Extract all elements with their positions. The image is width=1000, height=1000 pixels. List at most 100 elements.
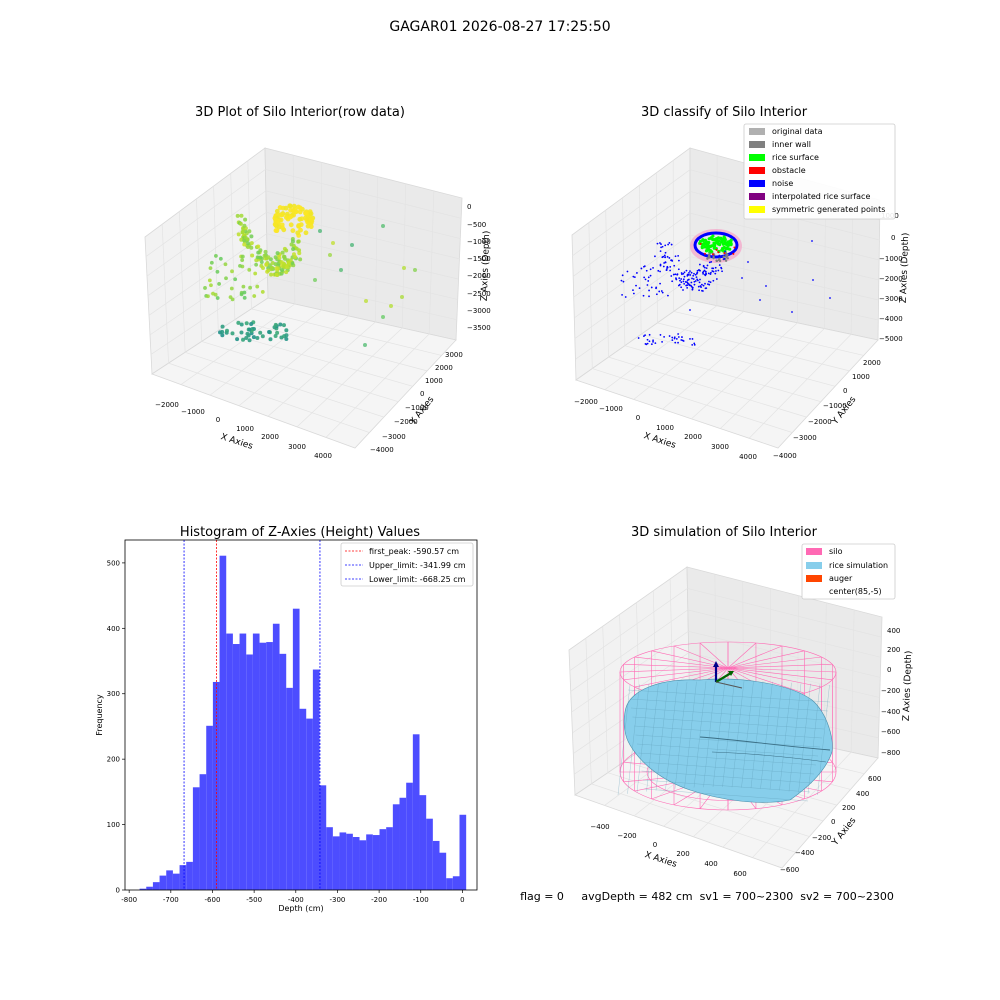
cls-xtick-3: 1000 <box>656 424 674 432</box>
rice-mesh-line <box>674 681 688 789</box>
hist-bar <box>299 708 307 890</box>
cls-obstacle-point <box>717 251 720 254</box>
legend-noise: noise <box>772 179 793 188</box>
raw-point <box>242 290 247 295</box>
sim-ztick-2: 0 <box>887 666 891 674</box>
sim-xtick-0: −400 <box>590 823 609 831</box>
cls-noise-point <box>621 274 624 277</box>
pane-gridline <box>247 160 252 309</box>
hist-bar <box>272 623 280 890</box>
cls-noise-point <box>673 336 676 339</box>
raw-point <box>264 262 269 267</box>
sim-y-ticks: −600 −400 −200 0 200 400 600 <box>780 775 881 874</box>
raw-point <box>240 254 245 259</box>
raw-point <box>249 322 254 327</box>
raw-ztick-1: −500 <box>467 221 486 229</box>
raw-point <box>287 203 293 209</box>
hist-ytick-label: 500 <box>107 559 120 567</box>
hist-bar <box>259 642 267 890</box>
raw-point <box>215 296 220 300</box>
raw-point <box>239 292 244 297</box>
cls-rice-point <box>723 240 727 245</box>
cls-noise-point <box>693 342 696 345</box>
cls-noise-point <box>667 243 670 246</box>
raw-ytick-3: −1000 <box>405 404 429 412</box>
rice-mesh-line <box>617 684 631 796</box>
cls-noise-point <box>646 338 649 341</box>
cls-noise-point <box>674 341 677 344</box>
cls-noise-point <box>715 270 717 272</box>
cls-ytick-2: −2000 <box>808 418 832 426</box>
pane-gridline <box>574 234 691 319</box>
sim-xtick-3: 200 <box>676 850 689 858</box>
cls-rice-point <box>701 238 705 243</box>
raw-point <box>297 248 302 253</box>
cls-wall-point <box>717 258 721 262</box>
legend-swatch-auger <box>806 575 822 582</box>
raw-point <box>246 244 251 249</box>
raw-point <box>242 242 247 247</box>
raw-ztick-3: −1500 <box>467 255 491 263</box>
cls-noise-point <box>696 278 699 281</box>
sim-zlabel: Z Axies (Depth) <box>902 651 914 722</box>
legend-swatch-rice-surface <box>749 154 765 161</box>
legend-swatch-obstacle <box>749 167 765 174</box>
raw-point <box>242 295 247 300</box>
cls-wall-point <box>724 252 728 255</box>
rice-mesh-line <box>627 684 640 794</box>
raw-point <box>246 241 251 246</box>
hist-xtick-label: -700 <box>163 896 179 904</box>
cls-noise-point <box>621 293 623 296</box>
cls-noise-point <box>695 276 698 279</box>
hist-bar <box>199 774 207 890</box>
raw-point <box>239 322 244 327</box>
cls-noise-point <box>690 281 693 284</box>
cls-noise-point <box>724 250 726 253</box>
cls-noise-point <box>678 277 681 280</box>
cls-noise-point <box>636 272 638 274</box>
pane-gridline <box>570 609 689 692</box>
raw-xtick-1: −1000 <box>181 408 205 416</box>
raw-ytick-6: 2000 <box>435 364 453 372</box>
hist-xtick-label: 0 <box>460 896 464 904</box>
cls-noise-point <box>677 336 680 338</box>
hist-bar <box>446 878 453 890</box>
raw-point <box>275 330 280 335</box>
cls-noise-point <box>660 290 663 292</box>
rice-mesh-line <box>644 788 809 802</box>
legend-silo: silo <box>829 547 843 556</box>
cls-noise-point <box>642 265 645 268</box>
cls-noise-point <box>632 289 634 292</box>
hist-ytick-label: 100 <box>107 821 120 829</box>
pane-gridline <box>641 333 836 387</box>
pane-gridline <box>575 277 691 360</box>
hist-bar <box>439 852 447 890</box>
legend-interpolated-rice-surface: interpolated rice surface <box>772 192 870 201</box>
cls-noise-point <box>702 284 705 287</box>
cls-noise-point <box>791 311 793 313</box>
hist-frame <box>124 539 478 891</box>
pane-gridline <box>602 626 609 773</box>
rice-mesh-line <box>779 682 792 791</box>
cls-noise-point <box>667 294 669 297</box>
legend-swatch-silo <box>806 548 822 555</box>
pane-gridline <box>689 212 880 261</box>
raw-point <box>255 284 260 289</box>
raw-point <box>247 327 252 332</box>
legend-swatch-noise <box>749 180 765 187</box>
legend-symmetric-generated-points: symmetric generated points <box>772 205 885 214</box>
cls-rice-point <box>713 241 717 246</box>
cls-noise-point <box>681 273 683 276</box>
cls-noise-point <box>647 276 650 279</box>
cls-noise-point <box>673 264 676 267</box>
cls-noise-point <box>657 269 660 272</box>
raw-point <box>240 230 245 235</box>
raw-point <box>250 253 255 258</box>
cls-noise-point <box>652 339 654 342</box>
cls-noise-point <box>658 290 661 293</box>
cls-noise-point <box>682 289 684 291</box>
cls-noise-point <box>655 287 657 290</box>
cls-ztick-2: −1000 <box>879 255 903 263</box>
cls-noise-point <box>690 271 693 274</box>
cls-noise-point <box>708 280 710 283</box>
